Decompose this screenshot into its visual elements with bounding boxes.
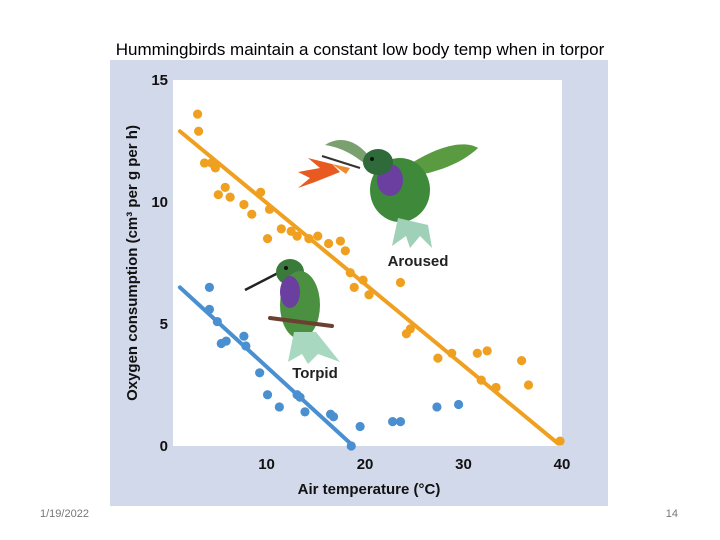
aroused-data-point	[256, 187, 266, 197]
aroused-data-point	[395, 277, 406, 288]
chart-figure: Aroused Torpid 10 20 30 40 0 5 10 15 Air tempera…	[110, 60, 608, 506]
aroused-data-point	[491, 382, 501, 393]
torpid-series-label: Torpid	[292, 365, 338, 382]
aroused-data-point	[523, 380, 534, 390]
aroused-data-point	[335, 236, 346, 246]
aroused-data-point	[199, 158, 210, 168]
aroused-data-point	[213, 190, 223, 200]
aroused-data-point	[447, 348, 457, 358]
aroused-data-point	[364, 290, 374, 300]
aroused-data-point	[482, 346, 492, 356]
slide-page-number: 14	[665, 508, 678, 520]
torpid-data-point	[241, 341, 251, 351]
x-tick-label: 30	[455, 456, 472, 473]
torpid-data-point	[255, 368, 265, 378]
aroused-data-point	[220, 182, 230, 192]
torpid-data-point	[295, 392, 305, 402]
aroused-data-point	[193, 109, 203, 119]
aroused-data-point	[247, 209, 257, 219]
aroused-data-point	[194, 126, 204, 136]
aroused-data-point	[292, 231, 302, 241]
oxygen-consumption-chart: Aroused Torpid 10 20 30 40 0 5 10 15 Air tempera…	[124, 72, 571, 498]
torpid-data-point	[212, 316, 222, 327]
torpid-data-point	[346, 441, 356, 451]
aroused-data-point	[476, 375, 486, 385]
torpid-data-point	[204, 282, 215, 292]
aroused-data-point	[276, 224, 286, 234]
aroused-data-point	[358, 275, 368, 285]
y-axis-label: Oxygen consumption (cm³ per g per h)	[124, 125, 141, 401]
aroused-data-point	[210, 163, 220, 173]
aroused-data-point	[433, 353, 443, 363]
x-tick-label: 10	[258, 456, 275, 473]
aroused-data-point	[324, 238, 334, 249]
aroused-data-point	[555, 436, 565, 446]
aroused-data-point	[262, 234, 273, 244]
y-tick-label: 0	[160, 438, 168, 455]
aroused-data-point	[225, 192, 235, 202]
torpid-data-point	[204, 304, 215, 314]
x-tick-label: 40	[554, 456, 571, 473]
aroused-data-point	[264, 204, 275, 214]
x-axis-label: Air temperature (°C)	[298, 481, 441, 498]
torpid-data-point	[328, 412, 339, 422]
torpid-data-point	[239, 331, 249, 341]
aroused-data-point	[472, 348, 482, 358]
plot-area	[173, 80, 562, 446]
slide-title: Hummingbirds maintain a constant low bod…	[115, 40, 605, 59]
aroused-data-point	[517, 356, 527, 366]
aroused-data-point	[340, 246, 350, 256]
y-tick-label: 10	[151, 194, 168, 211]
y-tick-label: 5	[160, 316, 168, 333]
aroused-data-point	[345, 268, 355, 278]
slide-date: 1/19/2022	[40, 508, 89, 520]
torpid-data-point	[221, 336, 231, 346]
torpid-data-point	[262, 390, 273, 400]
aroused-data-point	[239, 199, 249, 210]
x-tick-label: 20	[357, 456, 374, 473]
torpid-data-point	[300, 407, 310, 417]
torpid-data-point	[432, 402, 442, 412]
aroused-data-point	[313, 231, 323, 241]
torpid-data-point	[453, 399, 464, 410]
torpid-data-point	[274, 402, 284, 412]
aroused-data-point	[349, 282, 359, 292]
y-tick-label: 15	[151, 72, 168, 89]
torpid-hummingbird-illustration	[244, 259, 340, 364]
torpid-data-point	[355, 421, 365, 432]
torpid-data-point	[395, 417, 406, 427]
aroused-data-point	[405, 324, 415, 334]
torpid-data-point	[388, 417, 398, 427]
aroused-data-point	[304, 234, 314, 244]
aroused-series-label: Aroused	[388, 253, 449, 270]
aroused-hummingbird-illustration	[298, 140, 478, 248]
